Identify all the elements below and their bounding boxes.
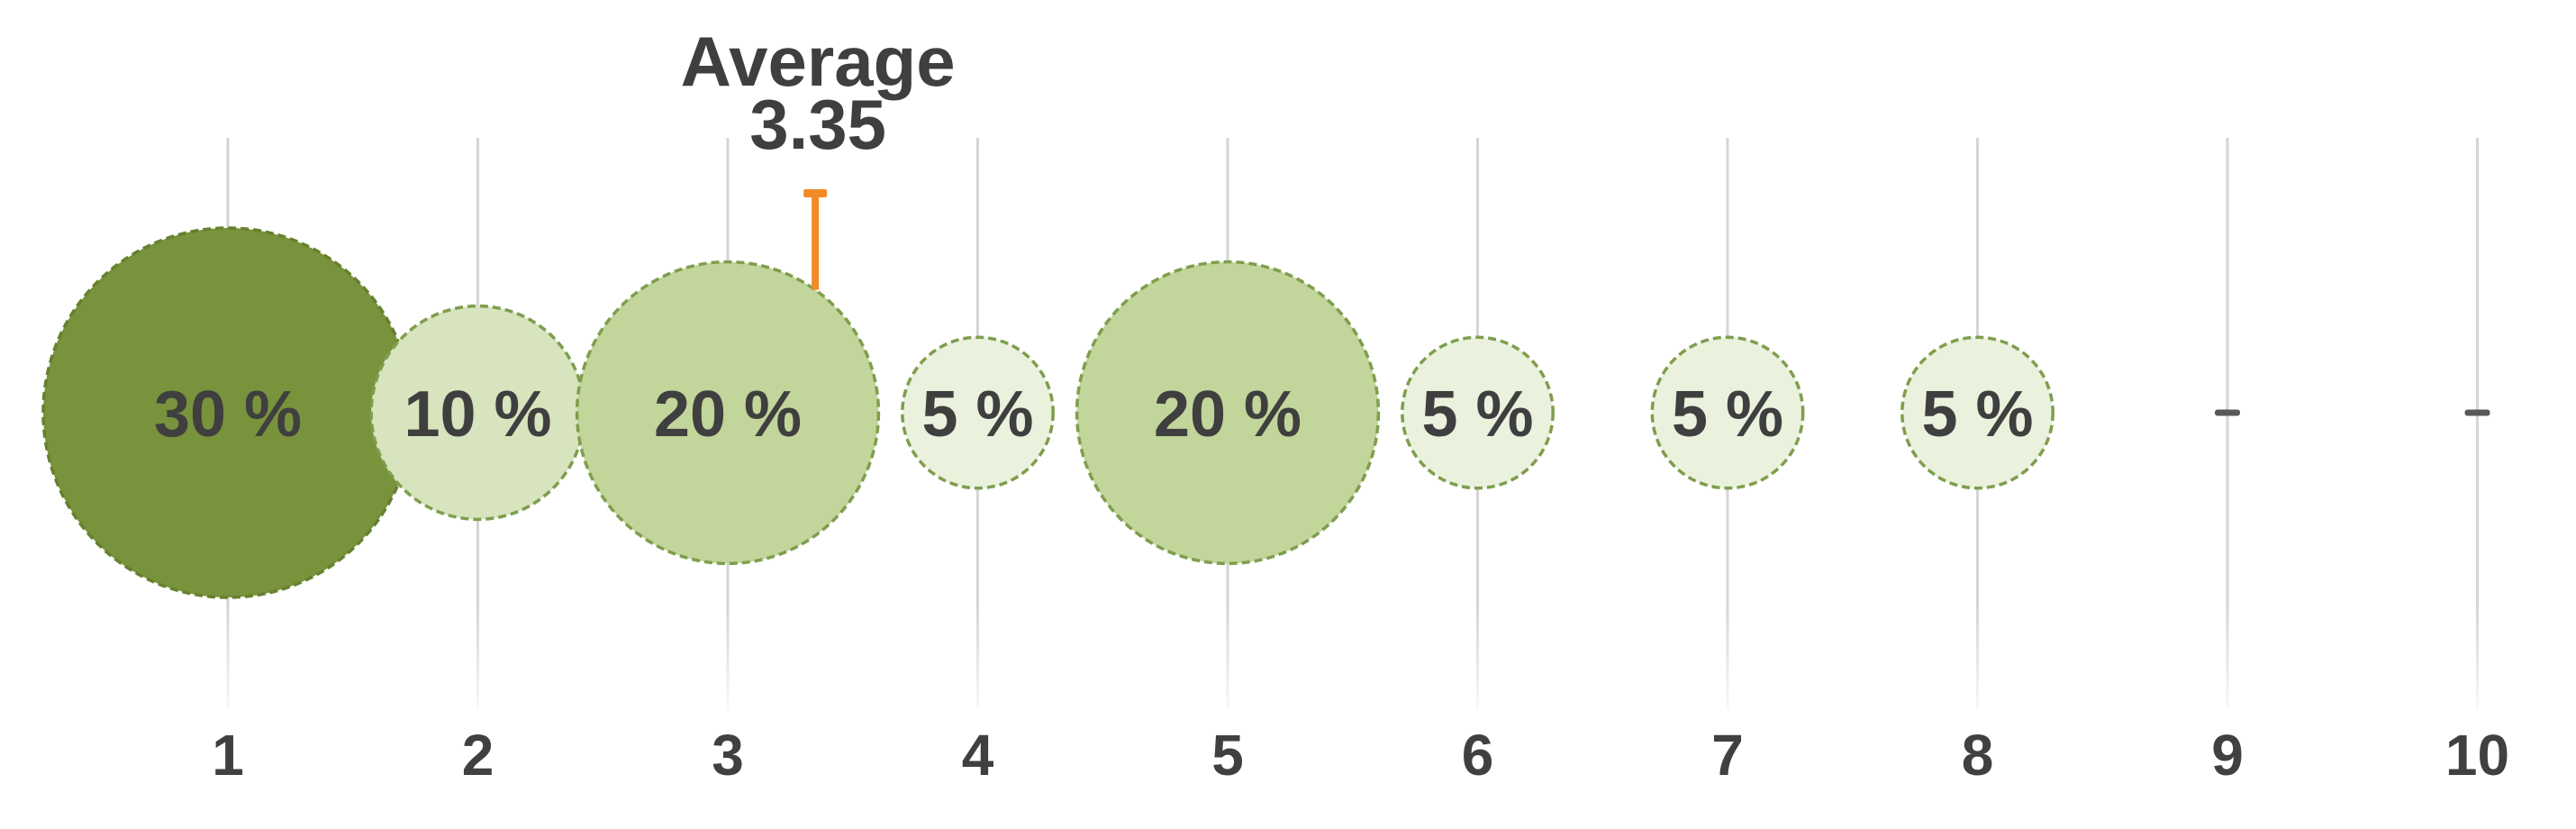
zero-dash: [2464, 409, 2490, 416]
x-axis-label: 10: [2445, 723, 2509, 788]
x-axis-label: 3: [712, 723, 744, 788]
x-axis-label: 5: [1211, 723, 1244, 788]
x-axis-label: 2: [462, 723, 494, 788]
average-marker-cap: [803, 189, 828, 197]
bubble: [1650, 335, 1805, 490]
bubble-value-label: 20 %: [1154, 378, 1302, 451]
bubble-value-label: 5 %: [921, 378, 1033, 451]
bubble-value-label: 20 %: [654, 378, 802, 451]
bubble-value-label: 5 %: [1421, 378, 1533, 451]
average-marker-stem: [812, 189, 820, 290]
x-axis-label: 4: [962, 723, 994, 788]
average-label: Average: [681, 22, 956, 101]
x-axis-label: 6: [1462, 723, 1494, 788]
x-axis-label: 8: [1962, 723, 1994, 788]
bubble: [1401, 335, 1555, 490]
bubble: [575, 260, 881, 566]
bubble: [1900, 335, 2054, 490]
bubbles: [41, 226, 2490, 599]
x-axis-label: 9: [2211, 723, 2244, 788]
bubble: [901, 335, 1055, 490]
bubble-value-label: 10 %: [404, 378, 551, 451]
bubble-value-label: 30 %: [154, 378, 302, 451]
average-value: 3.35: [749, 85, 886, 164]
x-axis-label: 7: [1711, 723, 1744, 788]
bubble-value-label: 5 %: [1921, 378, 2033, 451]
chart-texts: 30 % 10 % 20 % 5 % 20 % 5 % 5 % 5 % 1 2 3 4 5 6 7 8 9 10 A…: [154, 22, 2509, 788]
x-axis-label: 1: [212, 723, 244, 788]
zero-dash: [2215, 409, 2240, 416]
average-marker: [803, 189, 828, 290]
bubble: [1075, 260, 1381, 566]
bubble-value-label: 5 %: [1672, 378, 1783, 451]
